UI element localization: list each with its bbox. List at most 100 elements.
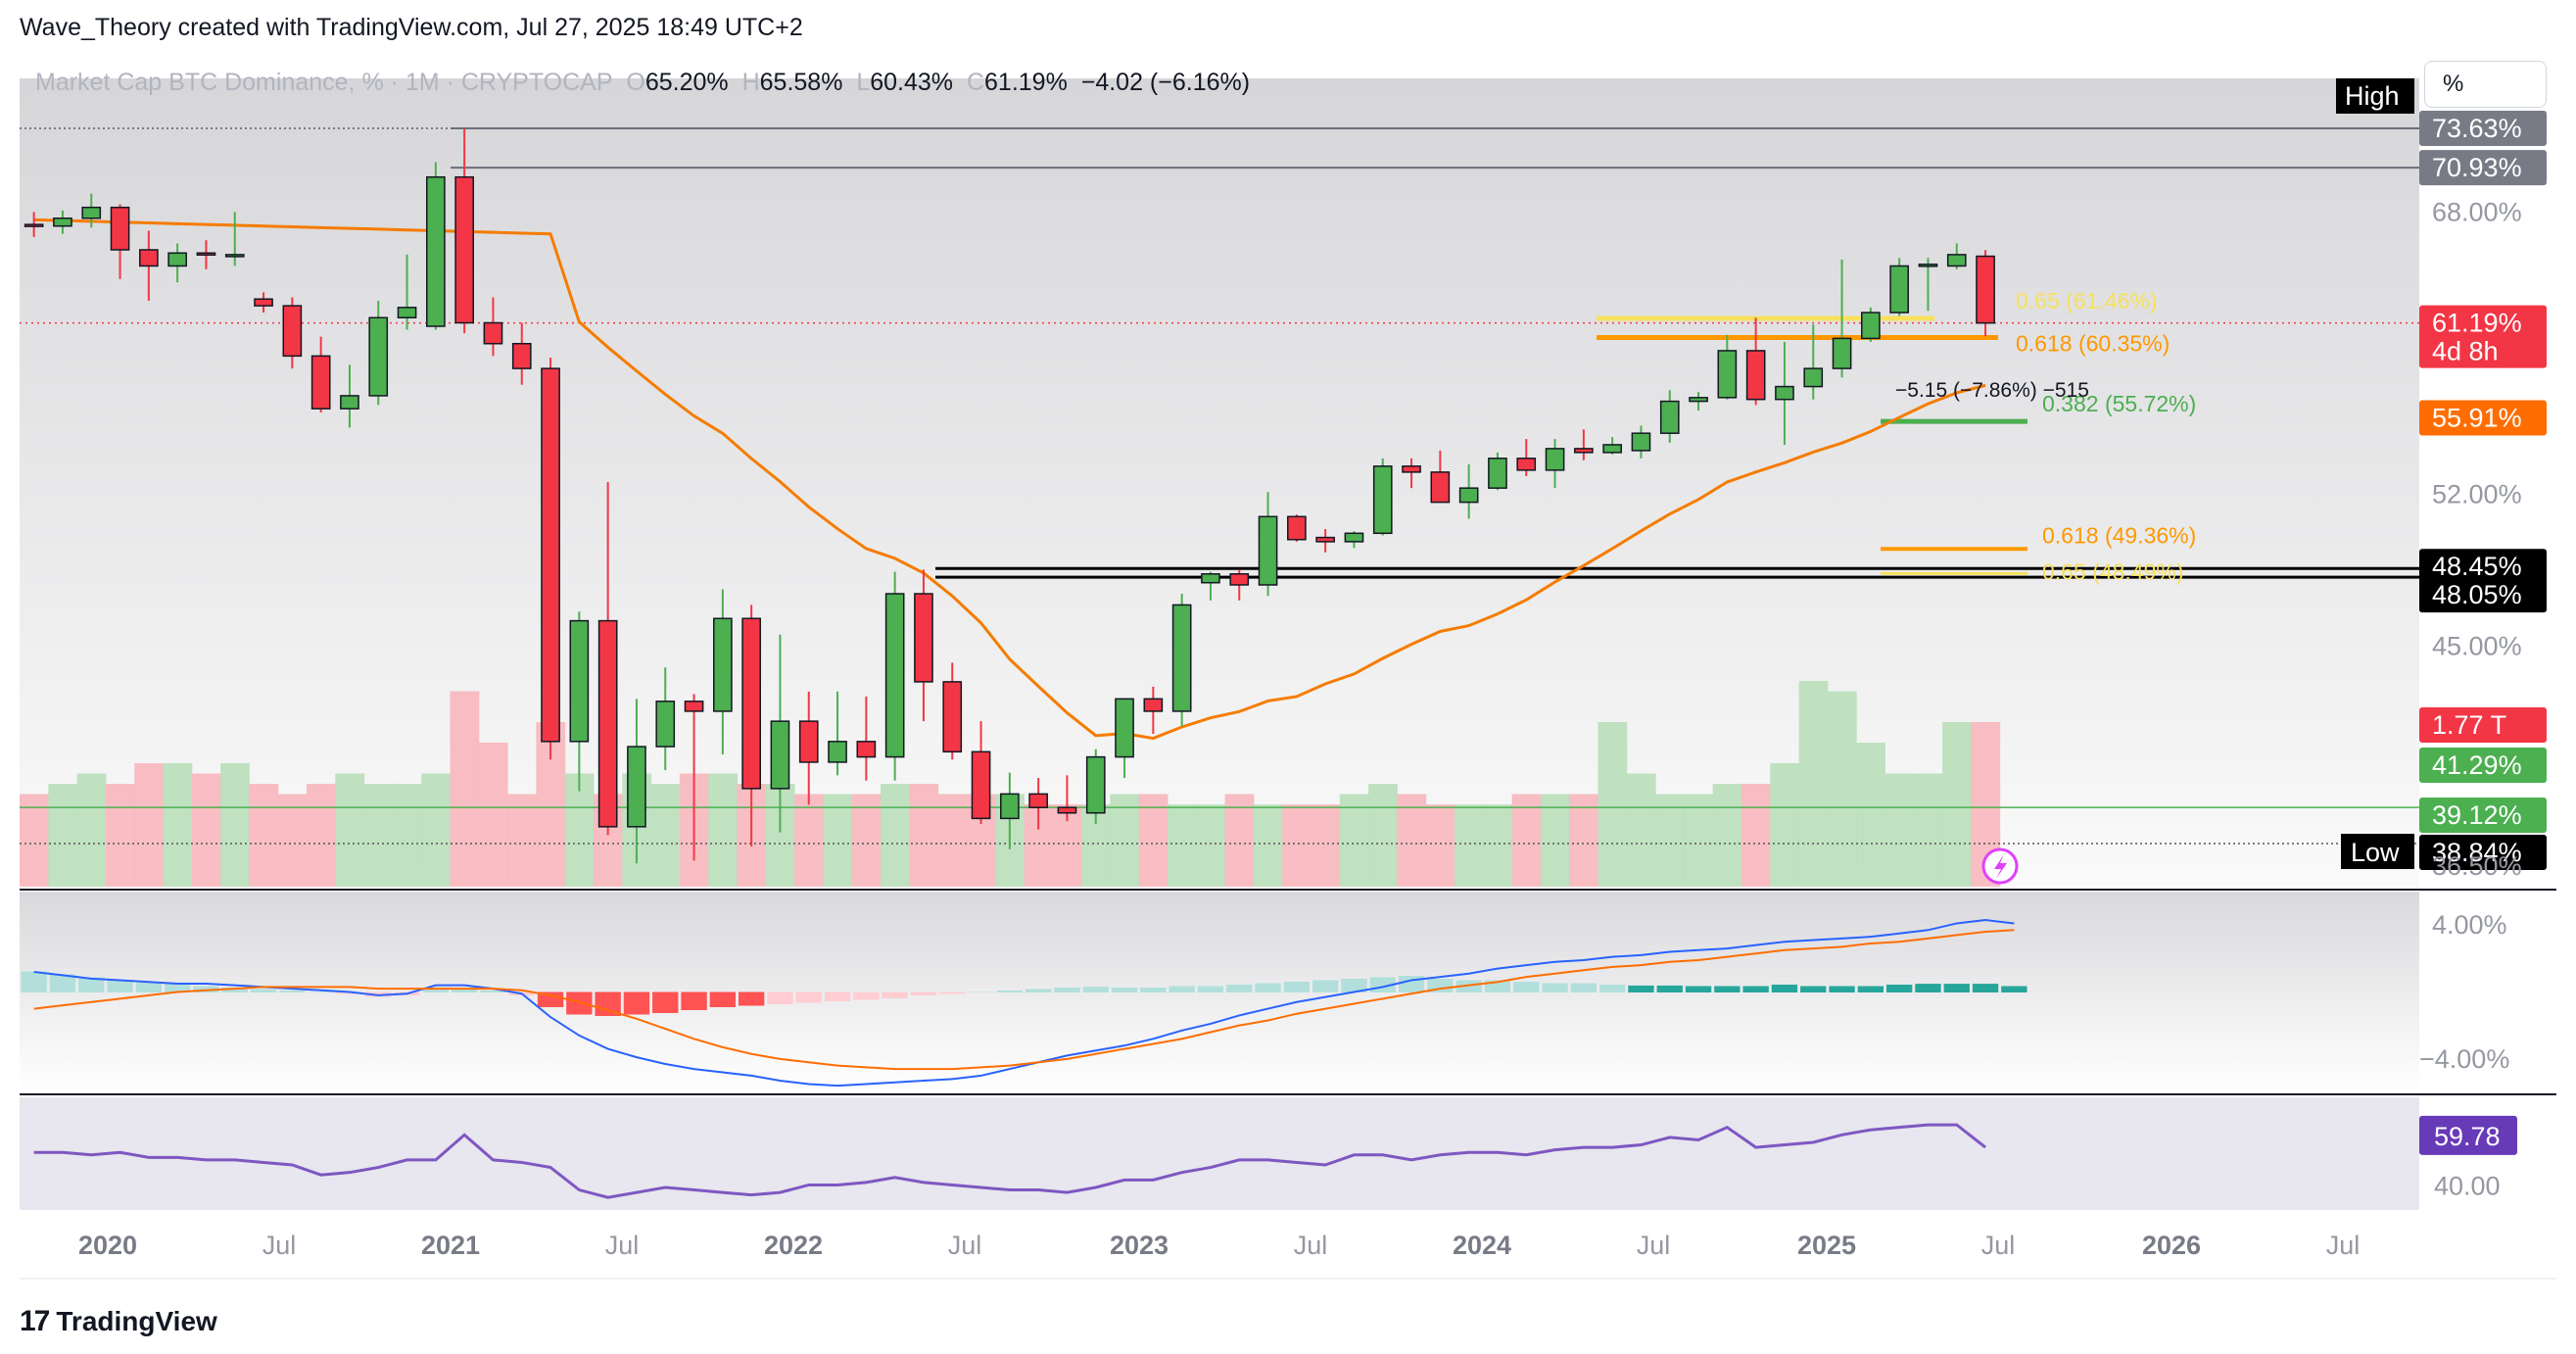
candle	[1000, 772, 1020, 849]
candle-body	[655, 701, 676, 748]
volume-bar	[1684, 794, 1714, 887]
candle	[597, 482, 618, 836]
candle-body	[1861, 312, 1881, 340]
candle	[483, 297, 503, 357]
candle-body	[1229, 573, 1250, 586]
time-axis-tick: Jul	[1294, 1231, 1328, 1260]
candle	[1918, 258, 1938, 312]
volume-bar	[220, 763, 250, 887]
volume-bar	[478, 743, 508, 887]
candle	[1516, 439, 1537, 476]
macd-histogram-bar	[1714, 986, 1741, 992]
candle	[1143, 686, 1164, 735]
candle-body	[942, 681, 963, 753]
macd-histogram-bar	[1742, 986, 1769, 992]
macd-histogram-bar	[566, 991, 593, 1015]
macd-histogram-bar	[1283, 982, 1311, 992]
candle-body	[828, 741, 847, 763]
candle	[1545, 439, 1565, 489]
low-tag-text: Low	[2351, 838, 2400, 867]
low-label: L	[856, 69, 871, 96]
candle-body	[541, 367, 560, 743]
candle	[1171, 594, 1192, 727]
price-label	[2419, 577, 2547, 613]
volume-bar	[1425, 804, 1455, 887]
price-label-text: 38.84%	[2432, 838, 2522, 867]
volume-bar	[1196, 804, 1226, 887]
candle-body	[1115, 698, 1134, 758]
macd-histogram-bar	[480, 991, 506, 992]
volume-bar	[1224, 794, 1255, 887]
price-axis-tick: 68.00%	[2432, 197, 2522, 226]
volume-bar	[1311, 804, 1341, 887]
macd-histogram-bar	[939, 991, 966, 994]
candle-body	[1258, 515, 1278, 586]
price-label-text: 61.19%	[2432, 309, 2522, 338]
macd-histogram-bar	[1025, 989, 1052, 992]
high-tag	[2336, 78, 2414, 114]
macd-histogram-bar	[1598, 985, 1626, 992]
candle	[1659, 390, 1680, 443]
candle-body	[1028, 793, 1048, 808]
macd-histogram-bar	[1111, 988, 1138, 992]
fib-label: 0.382 (55.72%)	[2042, 391, 2196, 416]
candle-body	[1000, 793, 1020, 820]
volume-bar	[1884, 773, 1915, 887]
volume-bar	[1827, 691, 1857, 887]
volume-bar	[105, 784, 135, 887]
macd-histogram-bar	[1455, 980, 1482, 992]
macd-histogram-bar	[996, 991, 1024, 992]
macd-histogram-bar	[1915, 984, 1941, 992]
time-axis-tick: 2022	[764, 1231, 823, 1260]
candle	[1631, 425, 1651, 459]
macd-histogram-bar	[1943, 984, 1970, 992]
candle-body	[53, 217, 72, 227]
fib-label: 0.65 (61.46%)	[2016, 288, 2157, 314]
candle	[1745, 317, 1766, 406]
candle	[1976, 250, 1995, 337]
candle	[1574, 429, 1594, 460]
fib-label: 0.65 (48.49%)	[2042, 558, 2183, 584]
candle	[541, 358, 560, 760]
macd-histogram-bar	[738, 991, 765, 1006]
macd-histogram-bar	[1685, 986, 1712, 992]
candle	[971, 721, 991, 824]
candle	[1287, 514, 1307, 542]
macd-histogram-bar	[451, 989, 478, 992]
percent-scale-button[interactable]: %	[2424, 61, 2547, 108]
candle-body	[254, 298, 273, 307]
candle	[1803, 324, 1824, 400]
volume-bar	[249, 784, 279, 887]
volume-bar	[1368, 784, 1398, 887]
symbol-title[interactable]: Market Cap BTC Dominance, % · 1M · CRYPT…	[35, 69, 613, 96]
rsi-value-label	[2419, 1115, 2517, 1155]
candle	[340, 364, 359, 428]
candle-body	[1315, 536, 1335, 543]
price-label	[2419, 748, 2547, 783]
candle	[1861, 307, 1881, 342]
macd-histogram-bar	[1513, 982, 1540, 992]
macd-histogram-bar	[1628, 985, 1654, 992]
tradingview-brand: TradingView	[56, 1306, 217, 1336]
macd-histogram-bar	[1054, 988, 1080, 992]
candle-body	[24, 223, 44, 227]
candle-body	[224, 254, 245, 258]
ohlc-legend: Market Cap BTC Dominance, % · 1M · CRYPT…	[35, 69, 1250, 97]
price-label-text: 1.77 T	[2432, 710, 2506, 740]
macd-histogram-bar	[135, 982, 163, 992]
candle-body	[426, 175, 446, 327]
tradingview-logo[interactable]: 17 TradingView	[20, 1305, 217, 1338]
macd-histogram-bar	[21, 971, 47, 992]
volume-bar	[1712, 784, 1742, 887]
time-axis-tick: Jul	[948, 1231, 982, 1260]
rsi-line	[33, 1123, 1986, 1199]
time-axis-tick: 2020	[78, 1231, 137, 1260]
price-label-text: 41.29%	[2432, 750, 2522, 780]
candle	[24, 212, 44, 237]
candle	[1258, 492, 1278, 597]
candle-body	[1832, 337, 1852, 369]
time-axis-tick: Jul	[1637, 1231, 1671, 1260]
price-label-text: 55.91%	[2432, 404, 2522, 433]
macd-histogram-bar	[824, 991, 851, 1001]
